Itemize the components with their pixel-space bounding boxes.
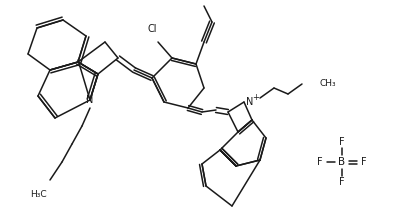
Text: F: F <box>339 177 345 187</box>
Text: H₃C: H₃C <box>30 190 46 199</box>
Text: F: F <box>361 157 367 167</box>
Text: F: F <box>339 137 345 147</box>
Text: N: N <box>246 97 253 107</box>
Text: F: F <box>317 157 323 167</box>
Text: CH₃: CH₃ <box>320 79 337 88</box>
Text: +: + <box>252 93 259 102</box>
Text: B: B <box>338 157 345 167</box>
Text: Cl: Cl <box>147 24 157 34</box>
Text: N: N <box>86 95 94 105</box>
